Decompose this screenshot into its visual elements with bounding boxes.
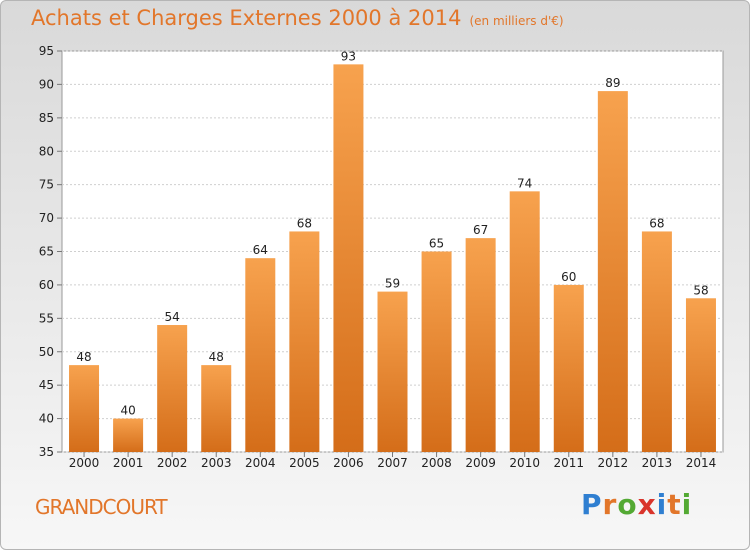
chart-title-text: Achats et Charges Externes 2000 à 2014 [31,6,462,30]
bar-value-label: 89 [605,76,620,90]
bar-value-label: 68 [297,216,312,230]
bar-value-label: 67 [473,223,488,237]
logo-letter: i [681,488,693,521]
bar [553,284,584,452]
bar-value-label: 64 [253,243,268,257]
x-tick-label: 2011 [553,456,584,470]
y-tick-label: 40 [39,412,54,426]
bar [201,365,232,452]
bar-value-label: 40 [120,404,135,418]
proxiti-logo: Proxiti [581,488,692,521]
bar [333,64,364,452]
bar [597,91,628,452]
bars: 48 40 54 48 64 68 93 59 65 67 74 60 89 68 58 [69,49,716,452]
y-tick-label: 60 [39,278,54,292]
bar-value-label: 58 [693,283,708,297]
bar [685,298,716,452]
x-axis: 2000 2001 2002 2003 2004 2005 2006 2007 2008 2009… [69,452,716,470]
y-tick-label: 55 [39,311,54,325]
bar-value-label: 68 [649,216,664,230]
x-tick-label: 2005 [289,456,320,470]
bar-value-label: 65 [429,237,444,251]
logo-letter: t [667,488,682,521]
y-tick-label: 95 [39,44,54,58]
bar [421,251,452,452]
bar-value-label: 74 [517,176,532,190]
chart-title: Achats et Charges Externes 2000 à 2014 (e… [31,6,564,30]
bar-value-label: 59 [385,277,400,291]
x-tick-label: 2014 [686,456,717,470]
logo-letter: x [637,488,657,521]
bar-value-label: 54 [165,310,180,324]
bar [509,191,540,452]
x-tick-label: 2001 [113,456,144,470]
bar [113,418,144,452]
y-tick-label: 65 [39,245,54,259]
y-tick-label: 75 [39,178,54,192]
logo-letter: i [656,488,668,521]
logo-letter: P [581,488,603,521]
chart-subtitle: (en milliers d'€) [469,14,564,28]
x-tick-label: 2008 [421,456,452,470]
x-tick-label: 2012 [598,456,629,470]
y-tick-label: 50 [39,345,54,359]
city-name: GRANDCOURT [35,495,168,519]
y-tick-label: 85 [39,111,54,125]
x-tick-label: 2000 [69,456,100,470]
y-tick-label: 80 [39,144,54,158]
bar-value-label: 48 [76,350,91,364]
y-tick-label: 45 [39,378,54,392]
bar [69,365,100,452]
bar [641,231,672,452]
y-tick-label: 70 [39,211,54,225]
y-axis: 35 40 45 50 55 60 65 70 75 80 85 90 95 [39,44,62,459]
x-tick-label: 2004 [245,456,276,470]
bar-value-label: 60 [561,270,576,284]
x-tick-label: 2006 [333,456,364,470]
x-tick-label: 2003 [201,456,232,470]
x-tick-label: 2013 [642,456,673,470]
x-tick-label: 2007 [377,456,408,470]
logo-letter: r [602,488,618,521]
y-tick-label: 90 [39,77,54,91]
bar [289,231,320,452]
bar [245,258,276,452]
x-tick-label: 2009 [465,456,496,470]
bar [465,238,496,452]
bar [377,291,408,452]
y-tick-label: 35 [39,445,54,459]
bar [157,325,188,452]
x-tick-label: 2010 [509,456,540,470]
bar-value-label: 93 [341,49,356,63]
logo-letter: o [617,488,638,521]
x-tick-label: 2002 [157,456,188,470]
bar-value-label: 48 [209,350,224,364]
